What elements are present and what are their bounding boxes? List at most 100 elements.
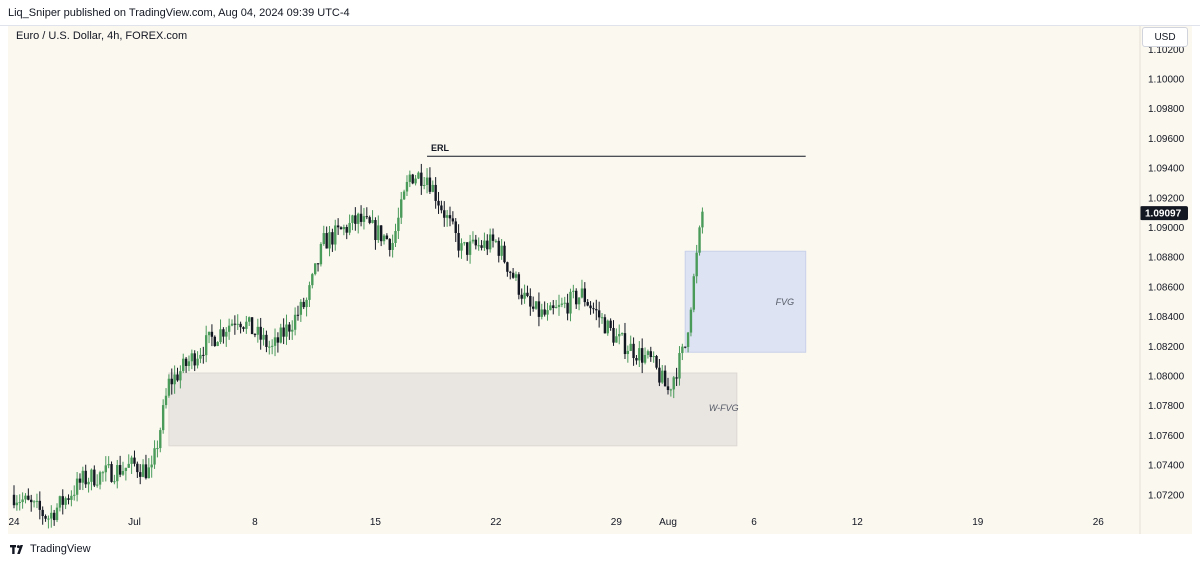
candle-body bbox=[597, 310, 601, 318]
candle-body bbox=[666, 386, 670, 390]
candle-body bbox=[70, 495, 73, 500]
candle-body bbox=[681, 346, 684, 354]
candle-body bbox=[265, 334, 268, 347]
candle-body bbox=[523, 292, 526, 299]
candle-body bbox=[643, 354, 647, 363]
candle-body bbox=[420, 172, 423, 186]
candle-body bbox=[61, 496, 64, 505]
zone-fvg bbox=[684, 250, 807, 353]
tradingview-logo-icon[interactable] bbox=[10, 545, 26, 554]
candle-body bbox=[331, 232, 334, 245]
candle-body bbox=[692, 276, 696, 310]
candle-body bbox=[98, 472, 102, 485]
candle-body bbox=[589, 305, 592, 309]
candle-body bbox=[141, 464, 145, 477]
candle-body bbox=[572, 290, 575, 292]
candle-body bbox=[457, 232, 460, 251]
candle-body bbox=[635, 358, 638, 361]
candle-body bbox=[216, 342, 219, 347]
x-tick-label: 19 bbox=[972, 517, 984, 528]
x-tick-label: 26 bbox=[1093, 517, 1105, 528]
candle-body bbox=[431, 184, 434, 192]
candle-body bbox=[348, 222, 351, 233]
candle-body bbox=[632, 343, 635, 359]
candle-body bbox=[408, 174, 412, 182]
candle-body bbox=[233, 323, 237, 325]
candle-body bbox=[623, 333, 627, 355]
candle-body bbox=[270, 345, 274, 347]
candle-body bbox=[531, 306, 535, 309]
candle-body bbox=[219, 329, 222, 343]
y-tick-label: 1.08600 bbox=[1148, 282, 1185, 293]
candle-body bbox=[285, 324, 288, 337]
candle-body bbox=[147, 467, 151, 479]
candle-body bbox=[445, 215, 449, 218]
candle-body bbox=[661, 370, 664, 383]
candle-body bbox=[291, 329, 294, 332]
candle-body bbox=[90, 469, 93, 482]
candle-body bbox=[75, 478, 79, 495]
candle-body bbox=[227, 325, 231, 332]
candle-body bbox=[245, 321, 248, 329]
candle-body bbox=[391, 243, 394, 250]
candle-body bbox=[41, 509, 44, 517]
candle-body bbox=[678, 353, 681, 379]
candle-body bbox=[454, 221, 457, 233]
candle-body bbox=[273, 337, 277, 346]
candle-body bbox=[374, 220, 377, 241]
y-tick-label: 1.07600 bbox=[1148, 431, 1185, 442]
candle-body bbox=[308, 285, 311, 300]
candle-body bbox=[30, 499, 33, 503]
symbol-title[interactable]: Euro / U.S. Dollar, 4h, FOREX.com bbox=[16, 30, 188, 42]
x-tick-label: 22 bbox=[490, 517, 502, 528]
candle-body bbox=[397, 217, 400, 231]
candle-body bbox=[67, 498, 70, 500]
candle-body bbox=[167, 378, 171, 396]
candle-body bbox=[586, 302, 589, 306]
candle-body bbox=[204, 335, 208, 356]
candle-body bbox=[210, 331, 214, 337]
candle-body bbox=[615, 336, 618, 343]
candle-body bbox=[500, 245, 503, 256]
candle-body bbox=[176, 374, 179, 381]
candle-body bbox=[202, 354, 205, 356]
candle-body bbox=[563, 302, 566, 304]
candle-body bbox=[225, 331, 228, 337]
candle-body bbox=[127, 463, 130, 468]
candle-body bbox=[230, 323, 234, 326]
tradingview-brand[interactable]: TradingView bbox=[30, 543, 91, 555]
candle-body bbox=[32, 501, 36, 503]
candle-body bbox=[336, 225, 340, 228]
candle-body bbox=[543, 309, 546, 315]
fvg-label: FVG bbox=[776, 297, 795, 307]
x-tick-label: 6 bbox=[751, 517, 757, 528]
currency-button[interactable]: USD bbox=[1142, 27, 1188, 47]
candle-body bbox=[133, 457, 136, 464]
candle-body bbox=[701, 211, 704, 228]
candle-body bbox=[509, 271, 512, 273]
candle-body bbox=[422, 184, 426, 186]
candle-body bbox=[73, 494, 76, 496]
candle-body bbox=[612, 327, 615, 343]
candle-body bbox=[35, 500, 39, 502]
candle-body bbox=[118, 465, 122, 475]
candle-body bbox=[354, 215, 357, 224]
candle-body bbox=[121, 471, 125, 475]
candle-body bbox=[514, 274, 518, 278]
candle-body bbox=[81, 470, 85, 483]
chart-area[interactable] bbox=[8, 26, 1192, 534]
candle-body bbox=[38, 500, 42, 510]
x-tick-label: 8 bbox=[252, 517, 258, 528]
candle-body bbox=[173, 374, 176, 385]
candle-body bbox=[342, 227, 346, 230]
candle-body bbox=[47, 518, 50, 520]
candle-body bbox=[182, 358, 185, 372]
candle-body bbox=[104, 465, 107, 473]
candle-body bbox=[93, 469, 96, 486]
candle-body bbox=[136, 463, 139, 473]
candle-body bbox=[560, 303, 564, 305]
candle-body bbox=[199, 354, 202, 359]
candle-body bbox=[187, 361, 191, 366]
candle-body bbox=[207, 331, 211, 336]
